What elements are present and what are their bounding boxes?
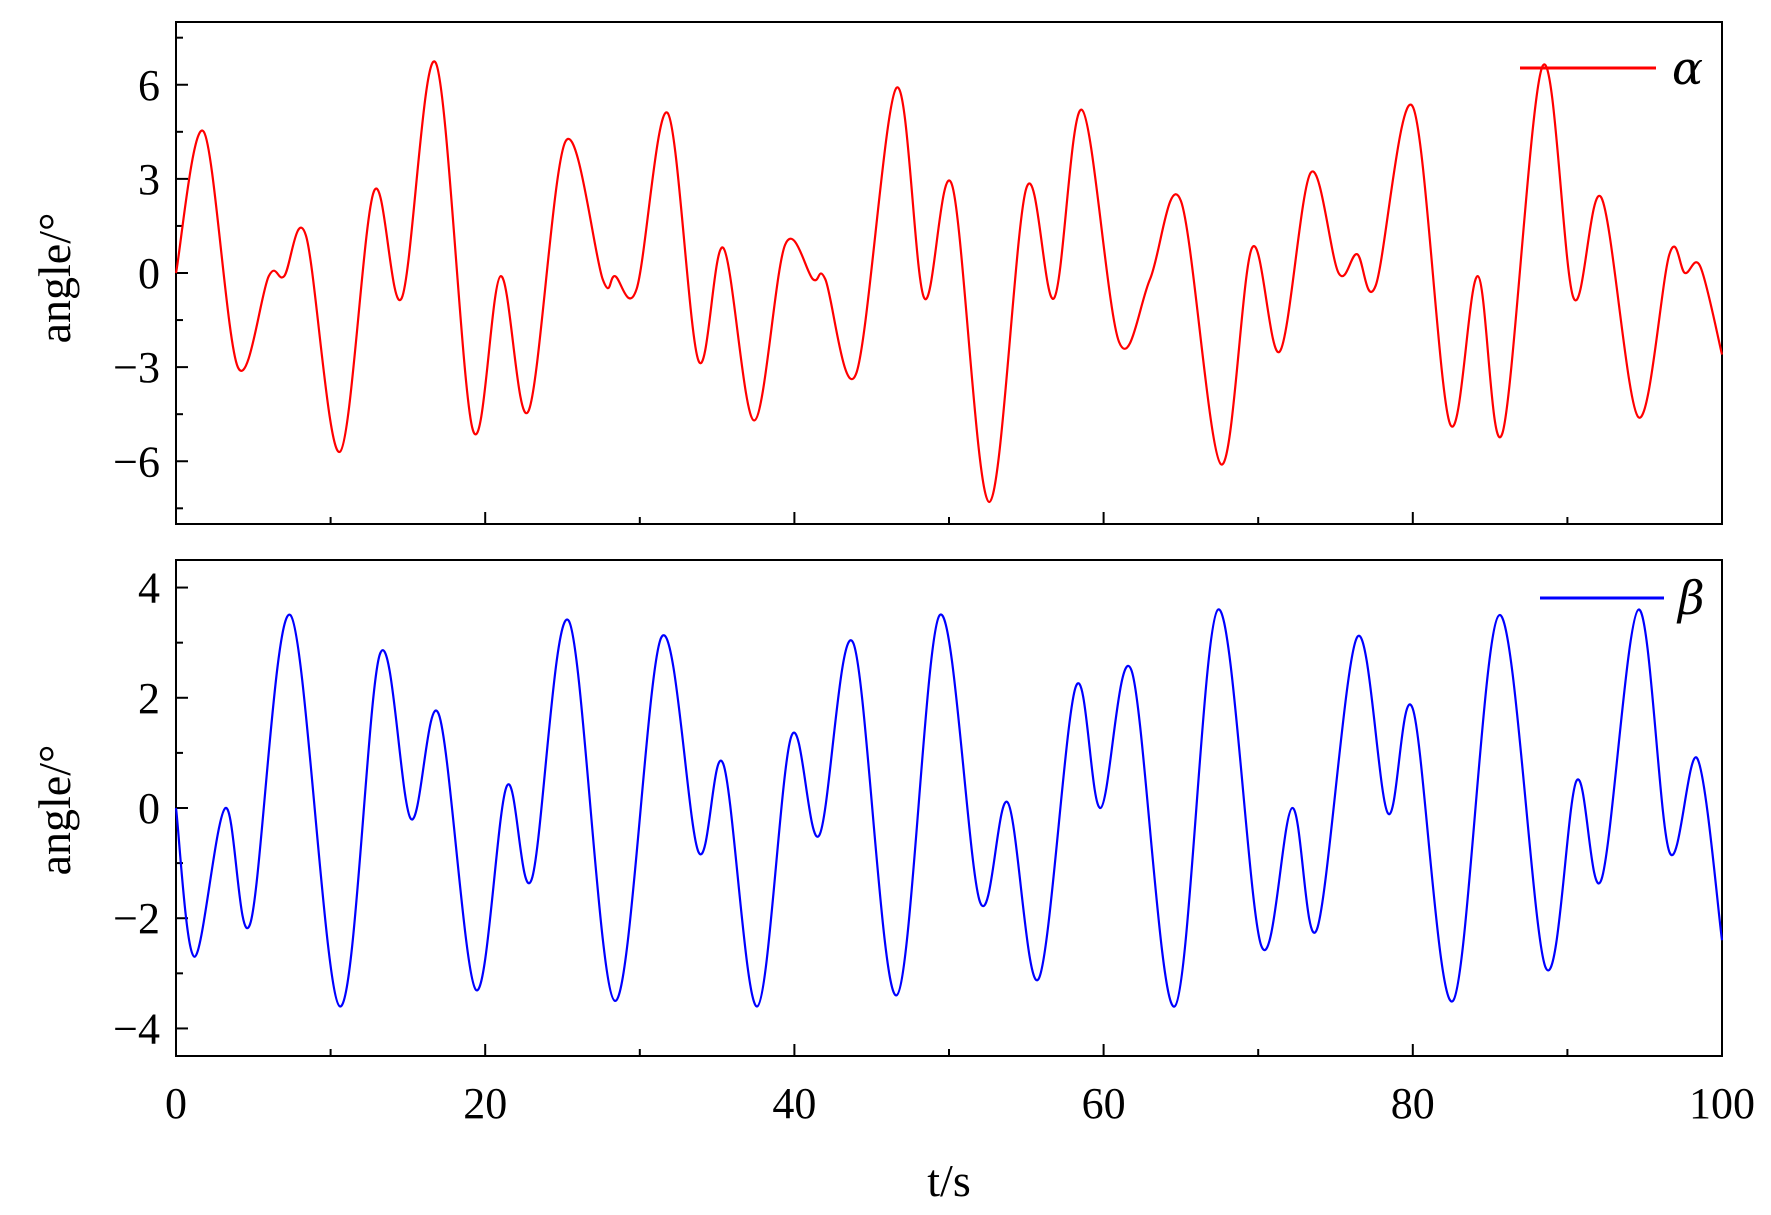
alpha-y-tick-label: −6 <box>113 437 160 486</box>
alpha-series-line <box>174 60 1724 504</box>
alpha-y-tick-label: 0 <box>138 249 160 298</box>
alpha-panel: −6 −3 0 3 6 α angle/° <box>29 21 1724 525</box>
alpha-ytick-labels: −6 −3 0 3 6 <box>113 61 160 487</box>
beta-y-axis-title: angle/° <box>29 745 80 876</box>
alpha-y-tick-label: −3 <box>113 343 160 392</box>
beta-y-tick-label: 0 <box>138 784 160 833</box>
beta-y-tick-label: −2 <box>113 894 160 943</box>
alpha-y-tick-label: 6 <box>138 61 160 110</box>
beta-ticks <box>175 586 1723 1056</box>
beta-legend-label: β <box>1676 571 1705 625</box>
beta-y-tick-label: 2 <box>138 674 160 723</box>
alpha-ticks <box>175 36 1723 524</box>
alpha-y-tick-label: 3 <box>138 155 160 204</box>
beta-series-line <box>174 608 1724 1008</box>
x-tick-label: 100 <box>1689 1079 1755 1128</box>
x-tick-label: 20 <box>463 1079 507 1128</box>
beta-legend: β <box>1540 571 1705 625</box>
beta-panel: −4 −2 0 2 4 0 20 40 60 80 100 β angle/° t/s <box>29 559 1755 1206</box>
x-tick-label: 40 <box>772 1079 816 1128</box>
beta-ytick-labels: −4 −2 0 2 4 <box>113 564 160 1054</box>
beta-y-tick-label: −4 <box>113 1004 160 1053</box>
x-axis-title: t/s <box>927 1155 970 1206</box>
x-tick-label: 80 <box>1391 1079 1435 1128</box>
alpha-legend: α <box>1520 41 1703 95</box>
beta-xtick-labels: 0 20 40 60 80 100 <box>165 1079 1755 1128</box>
alpha-legend-label: α <box>1672 41 1703 95</box>
x-tick-label: 60 <box>1082 1079 1126 1128</box>
x-tick-label: 0 <box>165 1079 187 1128</box>
alpha-y-axis-title: angle/° <box>29 213 80 344</box>
beta-y-tick-label: 4 <box>138 564 160 613</box>
